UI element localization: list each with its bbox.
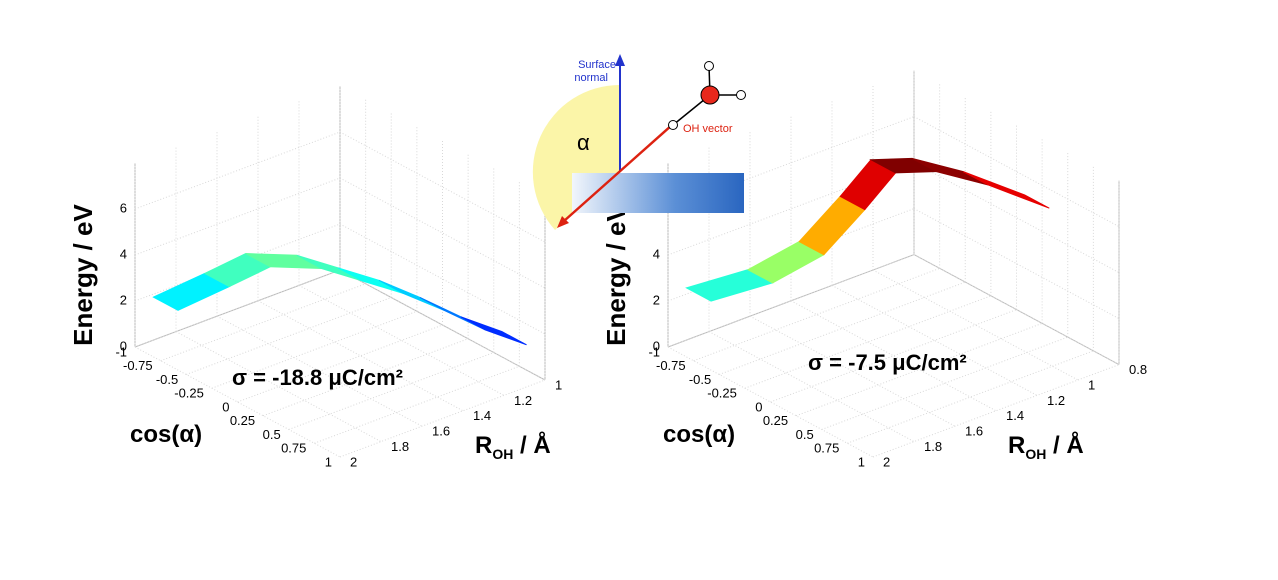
grid-line [913,162,1120,274]
x-tick-label: 0.8 [1129,362,1147,377]
y-tick-label: 0.75 [814,441,839,456]
y-axis-label: cos(α) [130,421,202,448]
z-tick-label: 2 [653,292,660,307]
angle-label: α [577,130,590,155]
grid-line [134,269,341,348]
grid-line [314,365,520,444]
x-tick-label: 1 [555,377,562,392]
surface-patch [337,267,404,294]
axis-label: normal [574,72,608,84]
x-axis-label-part: / Å [513,431,550,459]
y-tick-label: -0.5 [156,372,178,387]
surface-plot: 0246-1-0.75-0.5-0.2500.250.50.75111.21.4… [68,86,562,469]
x-tick-label: 1.4 [473,408,491,423]
grid-line [186,297,392,375]
surface-patch [798,195,866,256]
z-tick-label: 4 [653,246,660,261]
vector-label: OH vector [683,123,733,135]
x-axis-label-part: R [1008,432,1025,459]
y-tick-label: -0.75 [123,358,153,373]
oh-arrowhead [557,216,569,228]
y-tick-label: 0.75 [281,441,306,456]
x-tick-label: 1.6 [965,424,983,439]
grid-line [160,283,366,362]
y-tick-label: 0.25 [230,413,255,428]
x-tick-label: 2 [350,454,357,469]
x-axis-label-part: R [475,432,492,459]
x-tick-label: 1.8 [391,439,409,454]
grid-line [262,338,469,417]
y-tick-label: -1 [648,344,660,359]
x-axis-label: ROH / Å [1008,431,1084,462]
x-tick-label: 1.8 [924,439,942,454]
x-tick-label: 2 [883,454,890,469]
x-axis-label-part: OH [1025,446,1046,462]
grid-line [288,352,494,430]
y-tick-label: 0.5 [796,427,814,442]
y-axis-label: cos(α) [663,421,735,448]
grid-line [237,324,443,403]
normal-arrowhead [615,54,625,66]
panels: 0246-1-0.75-0.5-0.2500.250.50.75111.21.4… [68,70,1147,469]
x-axis-label-part: / Å [1046,431,1083,459]
x-axis-label: ROH / Å [475,431,551,462]
y-tick-label: -0.25 [707,386,737,401]
oxygen-atom [700,85,720,105]
angle-sector [532,84,620,230]
z-tick-label: 4 [120,246,127,261]
surface-patch [962,171,1050,209]
grid-line [339,177,546,289]
y-tick-label: 0 [222,399,229,414]
annotation: σ = -7.5 μC/cm² [808,350,967,375]
inset-diagram: Surface normal α OH vector [532,54,746,230]
z-tick-label: 0 [120,338,127,353]
z-tick-label: 0 [653,338,660,353]
z-tick-label: 2 [120,292,127,307]
grid-line [257,300,464,412]
x-tick-label: 1.4 [1006,408,1024,423]
z-tick-label: 6 [120,200,127,215]
hydrogen-atom [668,120,678,130]
grid-line [134,131,341,210]
grid-line [211,310,418,389]
x-tick-label: 1.6 [432,424,450,439]
y-tick-label: 0.5 [263,427,281,442]
y-tick-label: 0.25 [763,413,788,428]
surface-patch [460,316,527,346]
y-tick-label: -0.5 [689,372,711,387]
y-tick-label: -1 [115,344,127,359]
x-tick-label: 1 [1088,377,1095,392]
grid-line [831,284,1038,396]
hydrogen-atom [704,61,714,71]
hydrogen-atom [736,90,746,100]
y-tick-label: -0.25 [174,386,204,401]
grid-line [134,223,341,302]
y-tick-label: 1 [858,454,865,469]
axis-label: Surface [578,59,616,71]
grid-line [708,331,915,443]
z-axis-label: Energy / eV [601,204,631,346]
annotation: σ = -18.8 μC/cm² [232,365,403,390]
grid-line [134,177,341,256]
y-tick-label: 1 [325,454,332,469]
surface-plot: 0246-1-0.75-0.5-0.2500.250.50.7510.811.2… [601,70,1147,469]
x-axis-label-part: OH [492,446,513,462]
surface-slab [572,173,744,213]
oh-vector [563,124,673,222]
surface-patch [378,279,445,312]
x-tick-label: 1.2 [514,393,532,408]
x-tick-label: 1.2 [1047,393,1065,408]
y-tick-label: -0.75 [656,358,686,373]
grid-line [339,379,546,458]
y-tick-label: 0 [755,399,762,414]
z-axis-label: Energy / eV [68,204,98,346]
